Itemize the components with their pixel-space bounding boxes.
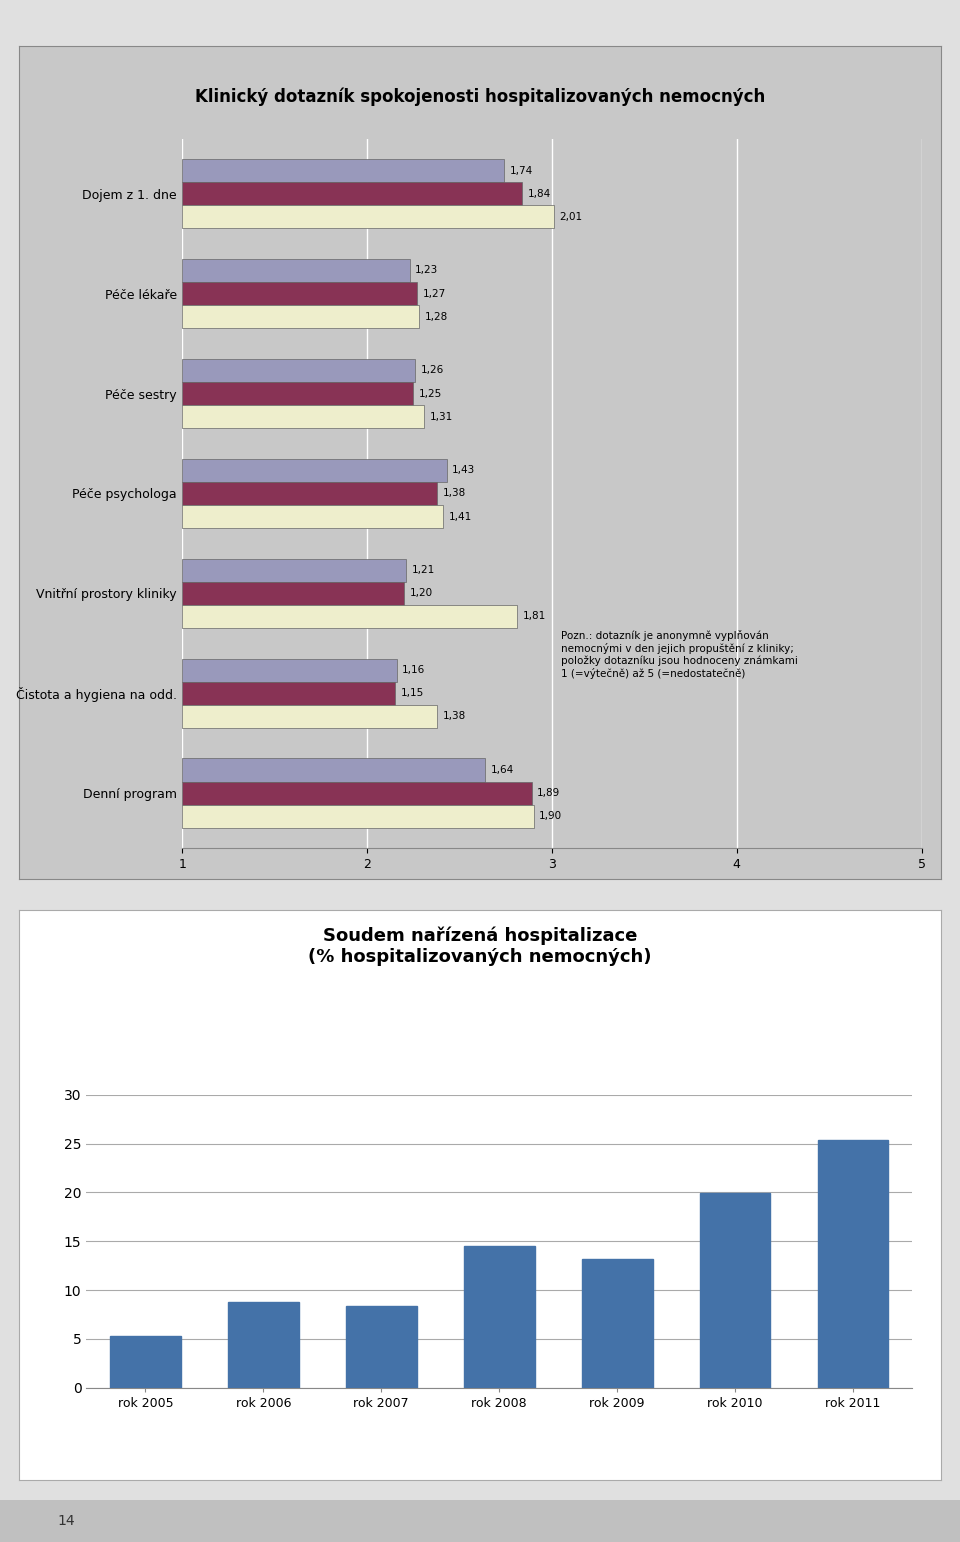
Bar	[182, 658, 396, 682]
Bar	[182, 759, 486, 782]
Text: 1,74: 1,74	[510, 165, 533, 176]
Text: 1,81: 1,81	[522, 612, 545, 621]
Bar	[182, 382, 414, 406]
Bar	[182, 259, 410, 282]
Text: 1,41: 1,41	[448, 512, 471, 521]
Text: 1,25: 1,25	[419, 389, 443, 398]
Bar	[818, 1140, 888, 1388]
Bar	[182, 558, 406, 581]
Bar	[182, 705, 438, 728]
Bar	[182, 359, 416, 382]
Bar	[182, 305, 419, 328]
Bar	[182, 481, 438, 506]
Bar	[228, 1301, 299, 1388]
Text: 2,01: 2,01	[560, 211, 583, 222]
Bar	[182, 604, 516, 628]
Text: 1,38: 1,38	[443, 489, 467, 498]
Text: 1,84: 1,84	[528, 188, 551, 199]
Text: 14: 14	[58, 1514, 75, 1528]
Text: Klinický dotazník spokojenosti hospitalizovaných nemocných: Klinický dotazník spokojenosti hospitali…	[195, 88, 765, 106]
Bar	[110, 1335, 180, 1388]
Text: 1,31: 1,31	[430, 412, 453, 421]
Text: 1,43: 1,43	[452, 466, 475, 475]
Text: 1,20: 1,20	[410, 589, 433, 598]
Text: 1,15: 1,15	[400, 688, 423, 699]
Text: 1,27: 1,27	[422, 288, 445, 299]
Bar	[464, 1246, 535, 1388]
Text: 1,28: 1,28	[424, 311, 447, 322]
Text: 1,23: 1,23	[416, 265, 439, 276]
Bar	[182, 282, 417, 305]
Bar	[182, 581, 404, 604]
Bar	[182, 205, 554, 228]
Text: 1,89: 1,89	[538, 788, 561, 799]
Bar	[182, 458, 446, 481]
Text: 1,90: 1,90	[540, 811, 563, 822]
Text: 1,16: 1,16	[402, 665, 425, 675]
Bar	[346, 1306, 417, 1388]
Bar	[182, 159, 504, 182]
Text: Pozn.: dotazník je anonymně vyplňován
nemocnými v den jejich propuštění z klinik: Pozn.: dotazník je anonymně vyplňován ne…	[562, 631, 798, 678]
Bar	[182, 406, 424, 429]
Text: 1,26: 1,26	[420, 365, 444, 375]
Bar	[582, 1258, 653, 1388]
Bar	[182, 506, 443, 529]
Text: Soudem nařízená hospitalizace
(% hospitalizovaných nemocných): Soudem nařízená hospitalizace (% hospita…	[308, 927, 652, 967]
Bar	[182, 182, 522, 205]
Text: 1,38: 1,38	[443, 711, 467, 722]
Bar	[182, 805, 534, 828]
Bar	[182, 682, 395, 705]
Text: 1,21: 1,21	[412, 566, 435, 575]
Bar	[700, 1194, 771, 1388]
Text: 1,64: 1,64	[491, 765, 515, 776]
Bar	[182, 782, 532, 805]
